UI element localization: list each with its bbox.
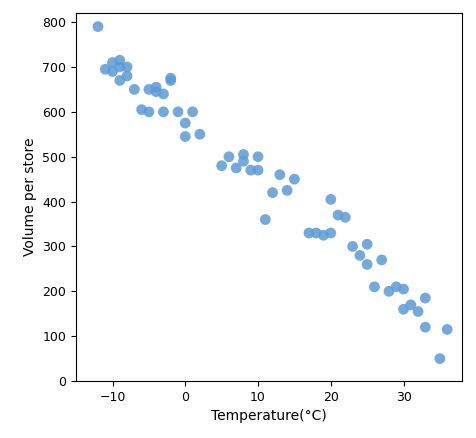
Point [152,88,160,95]
Point [436,355,444,362]
Point [145,108,153,115]
Point [189,108,197,115]
Point [283,187,291,194]
Point [385,288,393,295]
Point [341,214,349,221]
Point [109,68,116,75]
Point [392,283,400,290]
Point [414,308,422,315]
Point [181,133,189,140]
X-axis label: Temperature(°C): Temperature(°C) [211,410,327,424]
Point [261,216,269,223]
Point [305,230,313,237]
Point [109,59,116,66]
Point [400,286,407,293]
Point [218,162,226,169]
Point [327,196,335,203]
Point [130,86,138,93]
Point [371,283,378,290]
Point [320,232,327,239]
Point [196,131,204,138]
Point [254,167,262,174]
Point [123,64,131,71]
Point [422,294,429,301]
Point [269,189,277,196]
Point [290,176,298,183]
Point [334,212,342,219]
Point [312,230,320,237]
Point [159,108,167,115]
Point [247,167,255,174]
Point [174,108,182,115]
Point [167,75,175,82]
Point [116,64,124,71]
Point [101,66,109,73]
Point [349,243,357,250]
Point [167,77,175,84]
Point [145,86,153,93]
Point [378,256,386,263]
Point [159,90,167,97]
Point [276,171,284,178]
Point [254,153,262,160]
Point [232,164,240,171]
Point [138,106,146,113]
Point [422,324,429,331]
Point [443,326,451,333]
Y-axis label: Volume per store: Volume per store [23,138,37,256]
Point [152,84,160,91]
Point [363,241,371,248]
Point [363,261,371,268]
Point [240,151,248,158]
Point [123,72,131,79]
Point [356,252,364,259]
Point [240,158,248,165]
Point [225,153,233,160]
Point [116,77,124,84]
Point [94,23,102,30]
Point [407,301,415,308]
Point [400,306,407,313]
Point [181,120,189,127]
Point [327,230,335,237]
Point [116,57,124,64]
